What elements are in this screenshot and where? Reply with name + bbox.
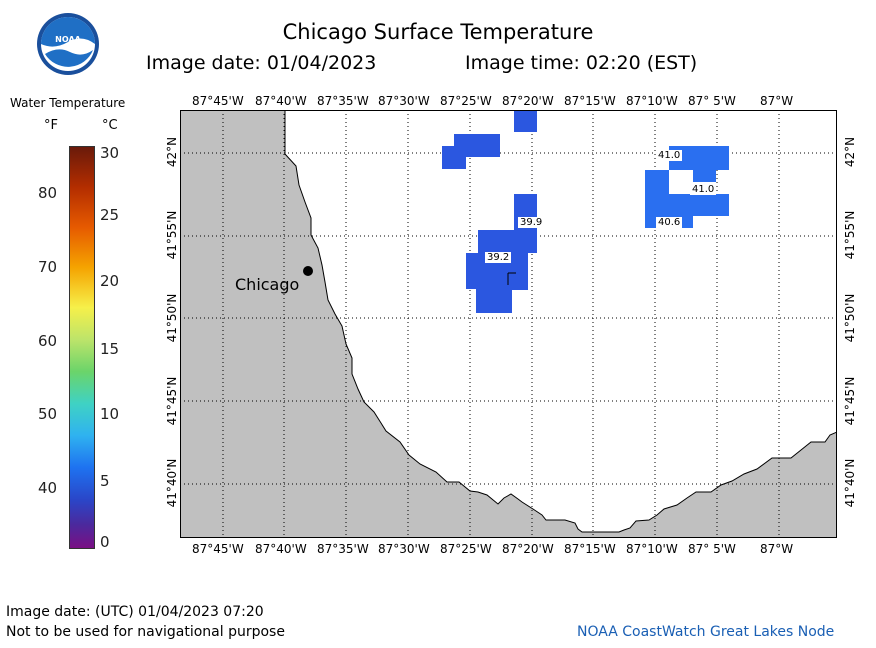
map-frame [180, 110, 837, 538]
image-time: Image time: 02:20 (EST) [465, 52, 698, 74]
lon-label-bottom: 87°25'W [440, 542, 492, 556]
lat-label-right: 41°55'N [843, 210, 857, 260]
lon-label-bottom: 87° 5'W [688, 542, 736, 556]
lon-label-top: 87°25'W [440, 94, 492, 108]
lat-label-right: 41°40'N [843, 458, 857, 508]
credit: NOAA CoastWatch Great Lakes Node [577, 624, 835, 640]
lat-label-left: 41°40'N [165, 458, 179, 508]
lon-label-top: 87° 5'W [688, 94, 736, 108]
f-tick-40: 40 [38, 479, 58, 497]
cell-marker [507, 272, 516, 285]
color-scale-bar [69, 146, 95, 549]
temp-label: 40.6 [656, 217, 683, 228]
lon-label-bottom: 87°W [760, 542, 794, 556]
c-tick-5: 5 [100, 472, 110, 490]
c-tick-0: 0 [100, 533, 110, 551]
c-tick-30: 30 [100, 144, 120, 162]
c-tick-10: 10 [100, 405, 120, 423]
f-tick-80: 80 [38, 184, 58, 202]
lon-label-bottom: 87°35'W [317, 542, 369, 556]
lon-label-top: 87°20'W [502, 94, 554, 108]
f-tick-60: 60 [38, 332, 58, 350]
lon-label-bottom: 87°45'W [192, 542, 244, 556]
temp-label: 41.0 [690, 184, 717, 195]
lon-label-top: 87°10'W [626, 94, 678, 108]
city-marker [303, 266, 313, 276]
unit-fahrenheit: °F [44, 118, 58, 133]
c-tick-20: 20 [100, 272, 120, 290]
lat-label-left: 41°55'N [165, 210, 179, 260]
lat-label-right: 41°45'N [843, 376, 857, 426]
page-title: Chicago Surface Temperature [282, 20, 594, 44]
noaa-logo: NOAA [37, 13, 99, 75]
f-tick-50: 50 [38, 405, 58, 423]
temp-label: 39.9 [518, 217, 545, 228]
lon-label-top: 87°35'W [317, 94, 369, 108]
lon-label-bottom: 87°15'W [564, 542, 616, 556]
lon-label-top: 87°40'W [255, 94, 307, 108]
legend-title: Water Temperature [10, 96, 126, 110]
lat-label-right: 42°N [843, 136, 857, 168]
lat-label-left: 41°50'N [165, 293, 179, 343]
temp-label: 39.2 [485, 252, 512, 263]
disclaimer: Not to be used for navigational purpose [6, 624, 285, 640]
lat-label-right: 41°50'N [843, 293, 857, 343]
lon-gridlines [222, 110, 780, 538]
lon-label-top: 87°W [760, 94, 794, 108]
lon-label-top: 87°30'W [378, 94, 430, 108]
logo-text: NOAA [55, 35, 81, 44]
lat-label-left: 41°45'N [165, 376, 179, 426]
lon-label-bottom: 87°20'W [502, 542, 554, 556]
land-area [180, 110, 837, 538]
map-panel [180, 110, 837, 538]
f-tick-70: 70 [38, 258, 58, 276]
c-tick-15: 15 [100, 340, 120, 358]
lon-label-bottom: 87°40'W [255, 542, 307, 556]
unit-celsius: °C [102, 118, 118, 133]
lon-label-bottom: 87°10'W [626, 542, 678, 556]
lat-label-left: 42°N [165, 136, 179, 168]
city-label: Chicago [235, 275, 300, 294]
temp-label: 41.0 [656, 150, 683, 161]
lon-label-top: 87°15'W [564, 94, 616, 108]
image-date: Image date: 01/04/2023 [146, 52, 377, 74]
lon-label-top: 87°45'W [192, 94, 244, 108]
temperature-cells-north [442, 110, 537, 169]
c-tick-25: 25 [100, 206, 120, 224]
lon-label-bottom: 87°30'W [378, 542, 430, 556]
utc-date: Image date: (UTC) 01/04/2023 07:20 [6, 604, 264, 620]
